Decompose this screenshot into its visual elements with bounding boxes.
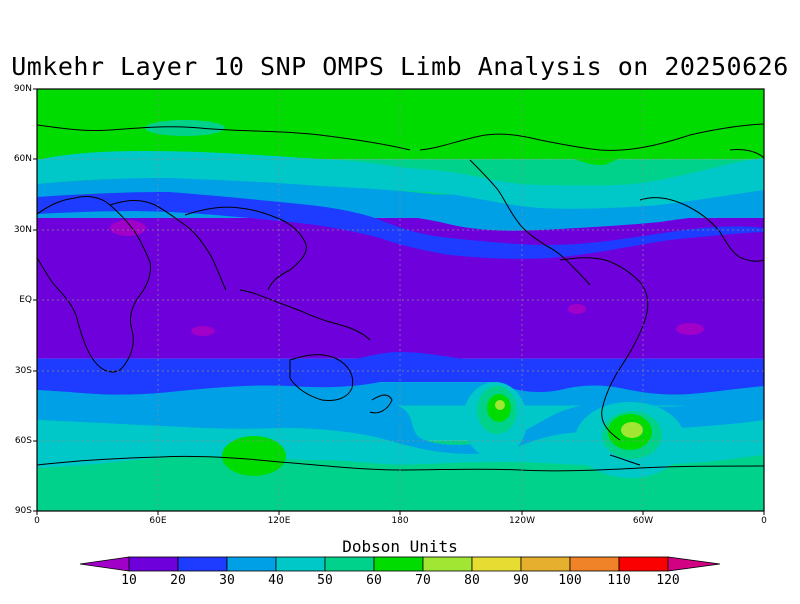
feature-arctic-green-lobe <box>145 120 225 136</box>
lat-label-90n: 90N <box>13 84 32 94</box>
contour-fields <box>37 89 764 511</box>
colorbar-tick-label: 50 <box>317 573 333 588</box>
colorbar-tick-label: 20 <box>170 573 186 588</box>
feature-pacific-center <box>495 400 505 410</box>
colorbar-swatch <box>569 556 620 572</box>
feature-pacific-min <box>568 304 586 314</box>
page-title: Umkehr Layer 10 SNP OMPS Limb Analysis o… <box>11 52 789 81</box>
lon-label-0-right: 0 <box>761 516 767 526</box>
lat-label-60n: 60N <box>13 154 32 164</box>
colorbar-swatch <box>226 556 277 572</box>
colorbar-tick-label: 30 <box>219 573 235 588</box>
lon-label-0-left: 0 <box>34 516 40 526</box>
feature-drake-center <box>621 422 643 438</box>
legend-title: Dobson Units <box>342 537 458 556</box>
south-blue-band <box>37 352 764 395</box>
lon-label-120e: 120E <box>267 516 291 526</box>
colorbar-swatch <box>520 556 571 572</box>
lat-label-60s: 60S <box>14 436 32 446</box>
feature-indian-green <box>222 436 286 476</box>
colorbar-tick-label: 80 <box>464 573 480 588</box>
lon-label-60w: 60W <box>632 516 654 526</box>
feature-arabia-min <box>110 220 146 236</box>
feature-atlantic-min <box>676 323 704 335</box>
north-teal-band <box>37 178 764 231</box>
colorbar-high-arrow <box>667 556 721 572</box>
colorbar-swatch <box>324 556 375 572</box>
colorbar-tick-label: 100 <box>558 573 582 588</box>
north-blue-band <box>37 192 764 259</box>
lat-label-30s: 30S <box>14 366 32 376</box>
colorbar-tick-label: 10 <box>121 573 137 588</box>
colorbar-swatch <box>618 556 669 572</box>
colorbar-swatch <box>373 556 424 572</box>
colorbar-swatch <box>275 556 326 572</box>
colorbar-low-arrow <box>79 556 130 572</box>
colorbar-swatch <box>422 556 473 572</box>
south-green-band <box>37 457 764 511</box>
colorbar-swatch <box>471 556 522 572</box>
north-polar-green <box>37 89 764 165</box>
colorbar-tick-label: 110 <box>607 573 631 588</box>
lon-label-120w: 120W <box>508 516 536 526</box>
coastlines <box>37 123 764 472</box>
lon-label-60e: 60E <box>149 516 167 526</box>
north-cyan-band <box>37 150 764 209</box>
colorbar-swatch <box>177 556 228 572</box>
feature-indian-min <box>191 326 215 336</box>
south-teal-band <box>37 390 764 454</box>
lat-label-30n: 30N <box>13 225 32 235</box>
axis-ticks <box>33 88 765 515</box>
colorbar-tick-label: 70 <box>415 573 431 588</box>
lat-label-90s: 90S <box>14 506 32 516</box>
colorbar <box>79 556 721 572</box>
grid-lines <box>37 89 764 511</box>
lat-label-eq: EQ <box>19 295 32 305</box>
colorbar-swatch <box>128 556 179 572</box>
colorbar-tick-label: 90 <box>513 573 529 588</box>
lon-label-180: 180 <box>391 516 409 526</box>
colorbar-tick-label: 40 <box>268 573 284 588</box>
colorbar-tick-label: 60 <box>366 573 382 588</box>
colorbar-tick-label: 120 <box>656 573 680 588</box>
